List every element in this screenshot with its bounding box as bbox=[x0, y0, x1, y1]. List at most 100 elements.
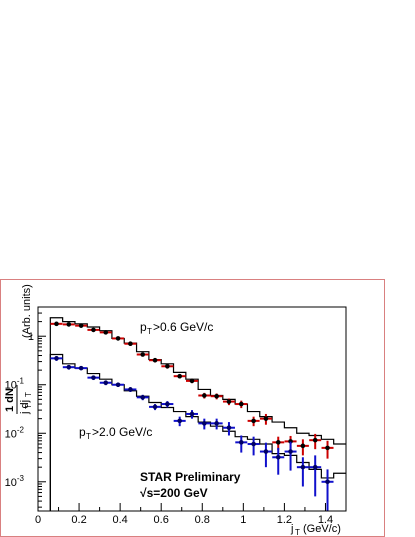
y-axis-unit: (Arb. units) bbox=[21, 284, 33, 338]
data-point bbox=[296, 457, 309, 487]
marker bbox=[288, 449, 293, 454]
data-point bbox=[284, 441, 297, 471]
label-low-sub: T bbox=[86, 432, 91, 441]
data-point bbox=[186, 378, 198, 384]
marker bbox=[214, 393, 219, 399]
data-point bbox=[296, 439, 309, 456]
marker bbox=[251, 418, 256, 424]
marker bbox=[78, 323, 84, 328]
marker bbox=[325, 479, 330, 485]
x-tick-label: 0.6 bbox=[154, 514, 169, 526]
label-low-pt: p T >2.0 GeV/c bbox=[79, 425, 152, 441]
data-point bbox=[50, 321, 63, 327]
x-tick-label: 0.4 bbox=[112, 514, 127, 526]
marker bbox=[115, 382, 121, 388]
data-point bbox=[173, 416, 186, 427]
data-point bbox=[124, 387, 137, 392]
data-point bbox=[198, 418, 211, 430]
y-tick-label: 10-1 bbox=[5, 377, 25, 392]
data-point bbox=[222, 398, 235, 406]
data-point bbox=[124, 341, 137, 347]
marker bbox=[91, 327, 96, 333]
marker bbox=[128, 387, 133, 392]
data-point bbox=[161, 401, 174, 408]
data-point bbox=[210, 418, 223, 430]
marker bbox=[300, 443, 306, 449]
marker bbox=[103, 330, 109, 335]
data-point bbox=[87, 375, 100, 381]
data-point bbox=[173, 373, 186, 379]
marker bbox=[54, 356, 59, 361]
data-point bbox=[321, 440, 334, 459]
data-point bbox=[247, 416, 260, 427]
plot-frame bbox=[37, 306, 347, 512]
y-tick-label: 10-3 bbox=[5, 474, 25, 489]
marker bbox=[226, 425, 232, 431]
marker bbox=[251, 441, 256, 447]
marker bbox=[214, 421, 219, 426]
data-point bbox=[272, 447, 285, 475]
marker bbox=[78, 365, 84, 371]
data-point bbox=[309, 455, 322, 497]
marker bbox=[103, 380, 109, 386]
marker bbox=[263, 449, 269, 454]
marker bbox=[140, 352, 146, 357]
marker bbox=[300, 464, 306, 470]
data-point bbox=[112, 336, 125, 341]
data-point bbox=[235, 435, 248, 453]
x-tick-label: 1 bbox=[240, 514, 246, 526]
x-axis: 0 0.2 0.4 0.6 0.8 1 1.2 1.4 bbox=[35, 503, 347, 526]
y-axis-title: (Arb. units) 1 dN j dj T T bbox=[4, 284, 33, 415]
data-point bbox=[309, 433, 322, 450]
data-point bbox=[75, 365, 88, 371]
data-point bbox=[50, 356, 63, 361]
marker bbox=[238, 401, 244, 407]
data-point bbox=[136, 394, 149, 401]
data-point bbox=[62, 364, 75, 370]
marker bbox=[128, 341, 133, 347]
marker bbox=[66, 322, 72, 327]
marker bbox=[263, 416, 269, 421]
marker bbox=[312, 437, 318, 443]
marker bbox=[152, 357, 158, 363]
marker bbox=[226, 399, 232, 404]
data-point bbox=[321, 469, 334, 511]
x-tick-label: 0.2 bbox=[71, 514, 86, 526]
label-low-rest: >2.0 GeV/c bbox=[92, 425, 152, 439]
label-high-p: p bbox=[140, 320, 147, 334]
data-point bbox=[112, 382, 125, 388]
data-point bbox=[186, 410, 198, 419]
x-axis-title: j T (GeV/c) bbox=[290, 523, 341, 537]
marker bbox=[275, 454, 281, 460]
data-point bbox=[272, 436, 285, 451]
x-axis-title-main: j bbox=[290, 523, 293, 535]
data-point bbox=[136, 352, 149, 357]
y-axis-fraction-bottom: j dj bbox=[19, 400, 31, 415]
marker bbox=[288, 439, 293, 444]
marker bbox=[238, 440, 244, 445]
marker bbox=[312, 464, 318, 470]
x-axis-title-unit: (GeV/c) bbox=[303, 523, 341, 535]
data-point bbox=[198, 392, 211, 399]
marker bbox=[275, 440, 281, 445]
x-tick-label: 1.2 bbox=[277, 514, 292, 526]
label-low-p: p bbox=[79, 425, 86, 439]
series-0 bbox=[50, 321, 334, 459]
histogram-1 bbox=[49, 353, 346, 511]
data-point bbox=[210, 393, 223, 400]
marker bbox=[66, 364, 72, 370]
data-point bbox=[247, 436, 260, 456]
marker bbox=[54, 321, 59, 327]
y-tick-label: 1 bbox=[28, 331, 34, 343]
energy-label: √s=200 GeV bbox=[140, 486, 208, 500]
marker bbox=[177, 373, 182, 379]
y-axis-fraction-top: 1 dN bbox=[4, 388, 16, 412]
data-point bbox=[222, 422, 235, 436]
x-axis-title-sub: T bbox=[295, 528, 300, 537]
marker bbox=[165, 363, 170, 369]
y-tick-label: 10-2 bbox=[5, 425, 25, 440]
data-point bbox=[62, 322, 75, 327]
y-axis-fraction-sub2: T bbox=[24, 392, 33, 397]
x-tick-label: 1.4 bbox=[318, 514, 333, 526]
